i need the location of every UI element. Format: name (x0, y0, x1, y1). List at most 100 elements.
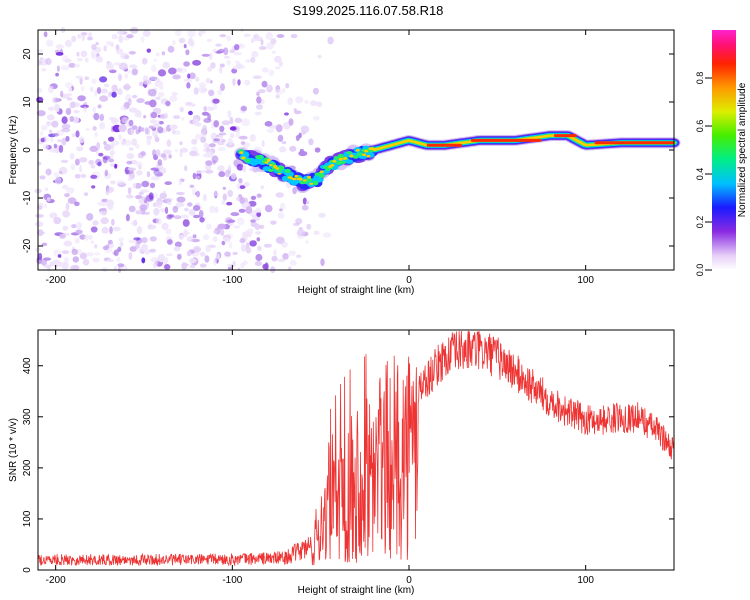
noise-blob (207, 66, 213, 72)
noise-blob (127, 187, 132, 195)
noise-blob (69, 116, 75, 122)
noise-blob (188, 110, 193, 116)
noise-blob (65, 39, 73, 48)
noise-blob (128, 107, 138, 113)
noise-blob (227, 163, 232, 172)
noise-blob (159, 192, 167, 199)
noise-blob (75, 75, 83, 79)
noise-blob (107, 204, 114, 210)
noise-blob (131, 125, 138, 130)
noise-blob (50, 148, 57, 153)
noise-blob (55, 72, 59, 77)
noise-blob (113, 249, 119, 257)
noise-blob (164, 206, 169, 215)
noise-blob (128, 239, 137, 244)
noise-blob (43, 257, 52, 261)
noise-blob (40, 131, 44, 136)
noise-blob (90, 226, 98, 233)
noise-blob (57, 261, 65, 268)
noise-blob (118, 134, 122, 141)
noise-blob (140, 151, 146, 156)
noise-blob (263, 243, 272, 248)
noise-blob (71, 133, 76, 138)
noise-blob (199, 82, 207, 87)
noise-blob (164, 264, 171, 270)
noise-blob (146, 171, 151, 178)
noise-blob (289, 260, 297, 266)
spectrogram-x-ticks: -200 -100 0 100 (46, 30, 594, 286)
noise-blob (259, 224, 265, 229)
noise-blob (130, 128, 134, 135)
noise-blob (43, 264, 52, 269)
colorbar-tick-label: 0.6 (695, 120, 705, 133)
noise-blob (257, 245, 262, 251)
noise-blob (54, 176, 62, 185)
noise-blob (100, 217, 109, 225)
noise-blob (44, 187, 49, 192)
noise-blob (174, 148, 179, 153)
noise-blob (203, 106, 207, 112)
noise-blob (256, 237, 261, 242)
noise-blob (205, 151, 214, 158)
ridge-blob (332, 159, 337, 163)
noise-blob (220, 229, 225, 237)
noise-blob (162, 61, 170, 69)
noise-blob (129, 64, 138, 69)
noise-blob (164, 181, 172, 186)
noise-blob (86, 213, 94, 221)
ridge-blob (306, 177, 312, 183)
noise-blob (249, 240, 257, 247)
noise-blob (245, 59, 251, 63)
noise-blob (136, 226, 143, 235)
noise-blob (60, 159, 69, 163)
noise-blob (62, 225, 69, 231)
noise-blob (124, 166, 130, 175)
noise-blob (224, 251, 231, 257)
noise-blob (53, 143, 58, 149)
noise-blob (205, 244, 212, 253)
noise-blob (234, 117, 243, 123)
noise-blob (242, 165, 247, 173)
noise-blob (142, 79, 152, 85)
noise-blob (79, 164, 83, 173)
noise-blob (62, 184, 69, 190)
noise-blob (125, 213, 130, 222)
ridge-blob (309, 182, 314, 185)
noise-blob (47, 85, 54, 94)
spectrogram-x-tick-label: 100 (577, 275, 594, 286)
colorbar-ticks: 0.0 0.2 0.4 0.6 0.8 (695, 72, 712, 276)
noise-blob (293, 108, 297, 112)
noise-blob (221, 200, 226, 205)
noise-blob (117, 30, 125, 35)
noise-blob (79, 252, 88, 260)
noise-blob (181, 117, 185, 121)
noise-blob (212, 48, 218, 53)
noise-blob (128, 147, 134, 151)
noise-blob (160, 113, 168, 120)
noise-blob (266, 42, 275, 50)
noise-blob (206, 223, 212, 230)
noise-blob (111, 118, 120, 123)
noise-blob (56, 65, 60, 72)
noise-blob (93, 112, 100, 121)
ridge-blob (352, 155, 359, 159)
noise-blob (70, 163, 76, 171)
noise-blob (235, 131, 241, 139)
noise-blob (219, 65, 223, 74)
ridge-blob (330, 163, 335, 167)
noise-blob (40, 137, 45, 143)
ridge-blob (264, 161, 269, 164)
noise-blob (124, 73, 128, 79)
noise-blob (139, 127, 145, 132)
noise-blob (59, 170, 63, 175)
noise-blob (90, 174, 98, 179)
noise-blob (149, 236, 157, 242)
noise-blob (157, 159, 163, 166)
noise-blob (111, 91, 117, 98)
noise-blob (242, 231, 251, 238)
noise-blob (46, 114, 55, 121)
noise-blob (277, 134, 284, 142)
noise-blob (104, 143, 112, 151)
spectrogram-y-tick-label: -10 (22, 190, 33, 205)
noise-blob (220, 83, 225, 91)
